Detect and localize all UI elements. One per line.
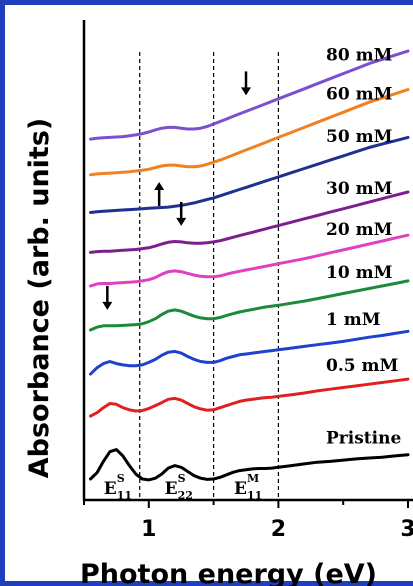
series-line-1-mm xyxy=(89,329,410,376)
region-superscript: S xyxy=(117,472,125,485)
axes: 1 2 3 xyxy=(82,20,413,542)
series-label-10-mm: 10 mM xyxy=(326,263,393,283)
series-label-60-mm: 60 mM xyxy=(326,84,393,104)
x-tick-label-2: 2 xyxy=(271,517,286,542)
series-label-1-mm: 1 mM xyxy=(326,310,381,330)
region-main-letter: E xyxy=(234,479,247,499)
x-axis-title: Photon energy (eV) xyxy=(80,559,377,586)
arrow-down-icon-4 xyxy=(241,71,251,96)
series-line-pristine xyxy=(89,448,410,482)
series-line-10-mm xyxy=(89,279,410,332)
series-line-80-mm xyxy=(89,49,410,141)
series-line-60-mm xyxy=(89,88,410,177)
arrow-down-icon-2 xyxy=(176,201,187,226)
series-labels: Pristine 0.5 mM 1 mM 10 mM 20 mM 30 mM 50 mM 60… xyxy=(326,46,401,449)
region-main-letter: E xyxy=(104,479,117,499)
region-superscript: M xyxy=(247,472,259,485)
arrow-up-icon-3 xyxy=(154,181,165,206)
x-tick-label-3: 3 xyxy=(400,517,413,542)
series-label-50-mm: 50 mM xyxy=(326,127,393,147)
region-superscript: S xyxy=(178,472,186,485)
series-line-30-mm xyxy=(89,190,410,254)
series-label-pristine: Pristine xyxy=(326,428,401,448)
series-layer xyxy=(89,49,410,482)
series-line-50-mm xyxy=(89,135,410,214)
y-axis-title: Absorbance (arb. units) xyxy=(24,118,55,479)
annotation-arrows xyxy=(102,71,251,310)
series-line-20-mm xyxy=(89,233,410,288)
series-label-0.5-mm: 0.5 mM xyxy=(326,356,398,376)
series-label-30-mm: 30 mM xyxy=(326,179,393,199)
series-label-20-mm: 20 mM xyxy=(326,220,393,240)
series-line-0.5-mm xyxy=(89,377,410,418)
arrow-down-icon-1 xyxy=(102,285,113,310)
x-tick-label-1: 1 xyxy=(141,517,156,542)
series-label-80-mm: 80 mM xyxy=(326,46,393,66)
region-main-letter: E xyxy=(165,479,178,499)
